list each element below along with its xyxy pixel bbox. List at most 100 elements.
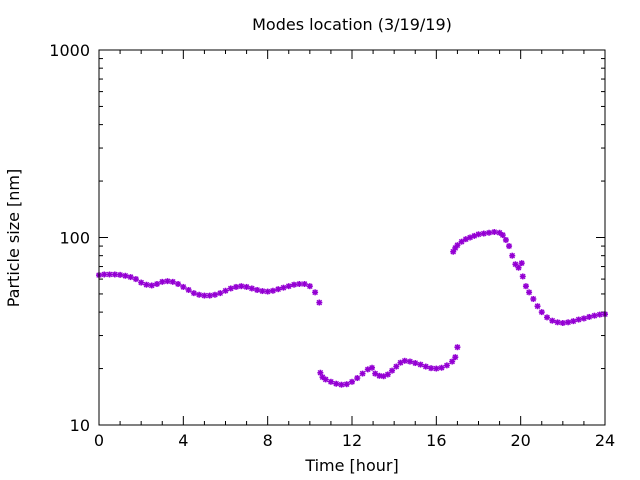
y-tick-label: 100 bbox=[59, 229, 90, 248]
data-point bbox=[491, 228, 498, 235]
data-point bbox=[596, 311, 603, 318]
data-point bbox=[206, 292, 213, 299]
data-point bbox=[486, 229, 493, 236]
data-point bbox=[306, 283, 313, 290]
data-point bbox=[406, 358, 413, 365]
data-point bbox=[389, 367, 396, 374]
data-point bbox=[526, 289, 533, 296]
data-point bbox=[570, 318, 577, 325]
data-point bbox=[169, 278, 176, 285]
data-point bbox=[393, 363, 400, 370]
data-point bbox=[127, 274, 134, 281]
data-point bbox=[322, 376, 329, 383]
data-point bbox=[575, 316, 582, 323]
data-point bbox=[515, 264, 522, 271]
data-point bbox=[359, 370, 366, 377]
data-point bbox=[101, 271, 108, 278]
x-tick-label: 0 bbox=[94, 431, 104, 450]
data-point bbox=[327, 378, 334, 385]
data-point bbox=[164, 278, 171, 285]
data-point bbox=[454, 242, 461, 249]
data-point bbox=[117, 271, 124, 278]
data-point bbox=[227, 285, 234, 292]
data-point bbox=[475, 231, 482, 238]
data-point bbox=[354, 375, 361, 382]
data-points bbox=[96, 228, 608, 388]
data-point bbox=[422, 363, 429, 370]
x-tick-label: 20 bbox=[510, 431, 530, 450]
data-point bbox=[148, 282, 155, 289]
data-point bbox=[275, 286, 282, 293]
y-tick-label: 1000 bbox=[49, 41, 90, 60]
data-point bbox=[433, 365, 440, 372]
data-point bbox=[565, 319, 572, 326]
y-tick-label: 10 bbox=[70, 416, 90, 435]
data-point bbox=[530, 295, 537, 302]
x-axis-label: Time [hour] bbox=[304, 456, 398, 475]
x-tick-label: 4 bbox=[178, 431, 188, 450]
data-point bbox=[369, 364, 376, 371]
data-point bbox=[338, 381, 345, 388]
data-point bbox=[285, 283, 292, 290]
data-point bbox=[499, 232, 506, 239]
data-point bbox=[153, 280, 160, 287]
data-point bbox=[417, 361, 424, 368]
data-point bbox=[238, 283, 245, 290]
data-point bbox=[143, 281, 150, 288]
data-point bbox=[549, 317, 556, 324]
data-point bbox=[401, 357, 408, 364]
data-point bbox=[522, 283, 529, 290]
data-point bbox=[269, 287, 276, 294]
data-point bbox=[509, 252, 516, 259]
data-point bbox=[554, 319, 561, 326]
data-point bbox=[428, 365, 435, 372]
data-point bbox=[343, 381, 350, 388]
data-point bbox=[159, 278, 166, 285]
data-point bbox=[458, 238, 465, 245]
data-point bbox=[217, 290, 224, 297]
data-point bbox=[201, 292, 208, 299]
data-point bbox=[449, 358, 456, 365]
data-point bbox=[106, 271, 113, 278]
axis-ticks: 0 4 8 12 16 20 24 10 100 1000 bbox=[49, 41, 615, 450]
data-point bbox=[211, 291, 218, 298]
data-point bbox=[222, 287, 229, 294]
data-point bbox=[111, 271, 118, 278]
data-point bbox=[538, 309, 545, 316]
data-point bbox=[480, 230, 487, 237]
data-point bbox=[502, 236, 509, 243]
data-point bbox=[518, 260, 525, 267]
data-point bbox=[190, 290, 197, 297]
data-point bbox=[586, 313, 593, 320]
data-point bbox=[349, 378, 355, 385]
data-point bbox=[280, 284, 287, 291]
data-point bbox=[443, 362, 450, 369]
data-point bbox=[132, 276, 139, 283]
plot-frame bbox=[98, 49, 606, 426]
y-axis-label: Particle size [nm] bbox=[4, 169, 23, 308]
data-point bbox=[519, 273, 526, 280]
data-point bbox=[243, 283, 250, 290]
data-point bbox=[296, 280, 303, 287]
x-tick-label: 8 bbox=[263, 431, 273, 450]
data-point bbox=[180, 283, 187, 290]
x-tick-label: 12 bbox=[342, 431, 362, 450]
data-point bbox=[301, 280, 308, 287]
data-point bbox=[559, 319, 566, 326]
data-point bbox=[259, 288, 266, 295]
data-point bbox=[591, 312, 598, 319]
data-point bbox=[438, 364, 445, 371]
data-point bbox=[185, 286, 192, 293]
data-point bbox=[333, 380, 340, 387]
data-point bbox=[316, 299, 323, 306]
data-point bbox=[312, 289, 319, 296]
data-point bbox=[175, 280, 182, 287]
x-tick-label: 24 bbox=[595, 431, 615, 450]
data-point bbox=[452, 354, 459, 361]
data-point bbox=[506, 243, 513, 250]
data-point bbox=[534, 303, 541, 310]
data-point bbox=[380, 373, 387, 380]
data-point bbox=[291, 281, 298, 288]
data-point bbox=[384, 371, 391, 378]
